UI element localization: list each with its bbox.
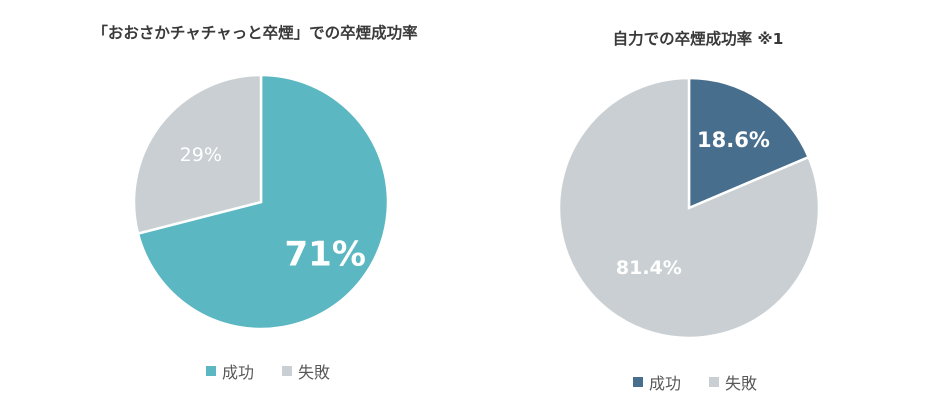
legend-self: 成功 失敗: [633, 370, 785, 394]
legend-item-failure: 失敗: [709, 370, 757, 394]
pie-slice-success: [687, 76, 811, 210]
chart-title-self: 自力での卒煙成功率 ※1: [612, 30, 784, 48]
data-label-failure: 29%: [180, 144, 222, 166]
pie-slice-failure: [557, 76, 821, 340]
legend-label-success: 成功: [649, 374, 682, 393]
legend-swatch-success: [633, 377, 643, 387]
chart-title-program: 「おおさかチャチャっと卒煙」での卒煙成功率: [92, 24, 418, 42]
pie-slice-failure: [132, 73, 263, 236]
legend-label-failure: 失敗: [725, 374, 758, 393]
legend-label-success: 成功: [222, 363, 255, 382]
data-label-failure: 81.4%: [616, 257, 682, 279]
data-label-success: 18.6%: [697, 128, 770, 152]
legend-swatch-failure: [709, 377, 720, 387]
legend-program: 成功 失敗: [206, 359, 358, 383]
legend-item-failure: 失敗: [282, 359, 330, 383]
legend-item-success: 成功: [633, 370, 681, 394]
legend-swatch-success: [206, 366, 216, 376]
legend-swatch-failure: [282, 366, 293, 376]
data-label-success: 71%: [285, 234, 366, 274]
legend-item-success: 成功: [206, 359, 254, 383]
pie-slice-success: [136, 73, 390, 331]
legend-label-failure: 失敗: [298, 363, 331, 382]
